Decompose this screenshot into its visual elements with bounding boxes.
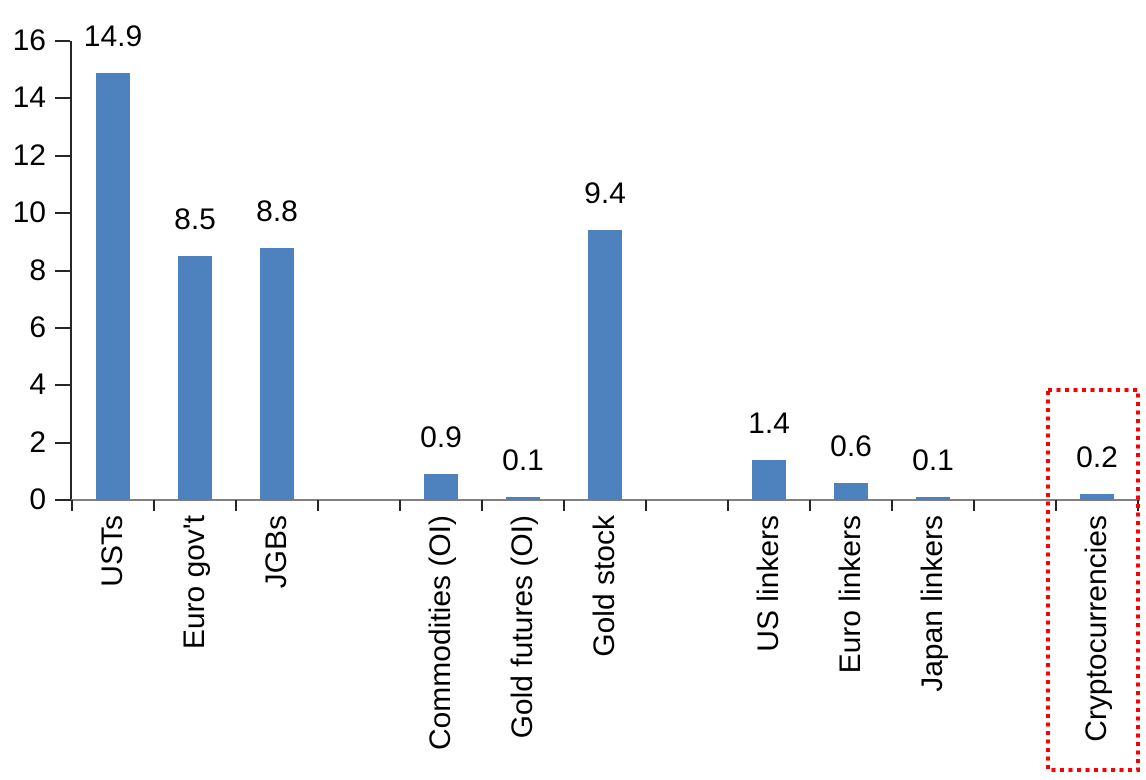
bar-usts (96, 72, 130, 500)
x-axis-tick (71, 500, 73, 511)
y-axis-tick (55, 384, 70, 387)
y-axis-tick (55, 441, 70, 444)
x-axis-tick (153, 500, 155, 511)
y-axis-tick-label: 12 (12, 138, 46, 172)
x-axis-tick (317, 500, 319, 511)
x-axis-tick (563, 500, 565, 511)
y-axis-line (70, 41, 72, 501)
x-axis-tick (809, 500, 811, 511)
y-axis-tick-label: 2 (29, 425, 46, 459)
bar-value-label-gold-stock: 9.4 (584, 177, 626, 211)
x-axis-tick (645, 500, 647, 511)
bar-value-label-euro-linkers: 0.6 (830, 429, 872, 463)
bar-cryptocurrencies (1080, 494, 1114, 500)
bar-euro-gov-t (178, 256, 212, 500)
bar-japan-linkers (916, 497, 950, 500)
y-axis-tick (55, 326, 70, 329)
bar-value-label-jgbs: 8.8 (256, 194, 298, 228)
bar-us-linkers (752, 459, 786, 500)
y-axis-tick-label: 8 (29, 253, 46, 287)
y-axis-tick (55, 212, 70, 215)
y-axis-tick-label: 6 (29, 310, 46, 344)
x-axis-tick (727, 500, 729, 511)
y-axis-tick (55, 499, 70, 501)
x-axis-tick (399, 500, 401, 511)
bar-jgbs (260, 247, 294, 500)
y-axis-tick (55, 154, 70, 157)
x-axis-tick (481, 500, 483, 511)
bar-gold-stock (588, 230, 622, 500)
bar-value-label-usts: 14.9 (83, 19, 143, 53)
bar-euro-linkers (834, 482, 868, 500)
highlight-box-rect (1046, 388, 1140, 772)
bar-value-label-euro-gov-t: 8.5 (174, 203, 216, 237)
x-axis-tick (1055, 500, 1057, 511)
y-axis-tick (55, 40, 70, 42)
y-axis-tick-label: 4 (29, 368, 46, 402)
x-axis-line (71, 499, 1140, 501)
y-axis-tick-label: 16 (12, 24, 46, 57)
x-axis-tick (973, 500, 975, 511)
y-axis-tick-label: 0 (29, 483, 46, 516)
bar-value-label-commodities-oi: 0.9 (420, 421, 462, 455)
bar-value-label-gold-futures-oi: 0.1 (502, 444, 544, 478)
y-axis-tick (55, 269, 70, 272)
bar-value-label-japan-linkers: 0.1 (912, 444, 954, 478)
y-axis-tick-label: 10 (12, 196, 46, 230)
y-axis-tick (55, 97, 70, 100)
bar-value-label-us-linkers: 1.4 (748, 406, 790, 440)
bar-commodities-oi (424, 474, 458, 500)
x-axis-tick (891, 500, 893, 511)
y-axis-tick-label: 14 (12, 81, 46, 115)
bar-gold-futures-oi (506, 497, 540, 500)
x-axis-tick (235, 500, 237, 511)
bar-value-label-cryptocurrencies: 0.2 (1076, 441, 1118, 475)
